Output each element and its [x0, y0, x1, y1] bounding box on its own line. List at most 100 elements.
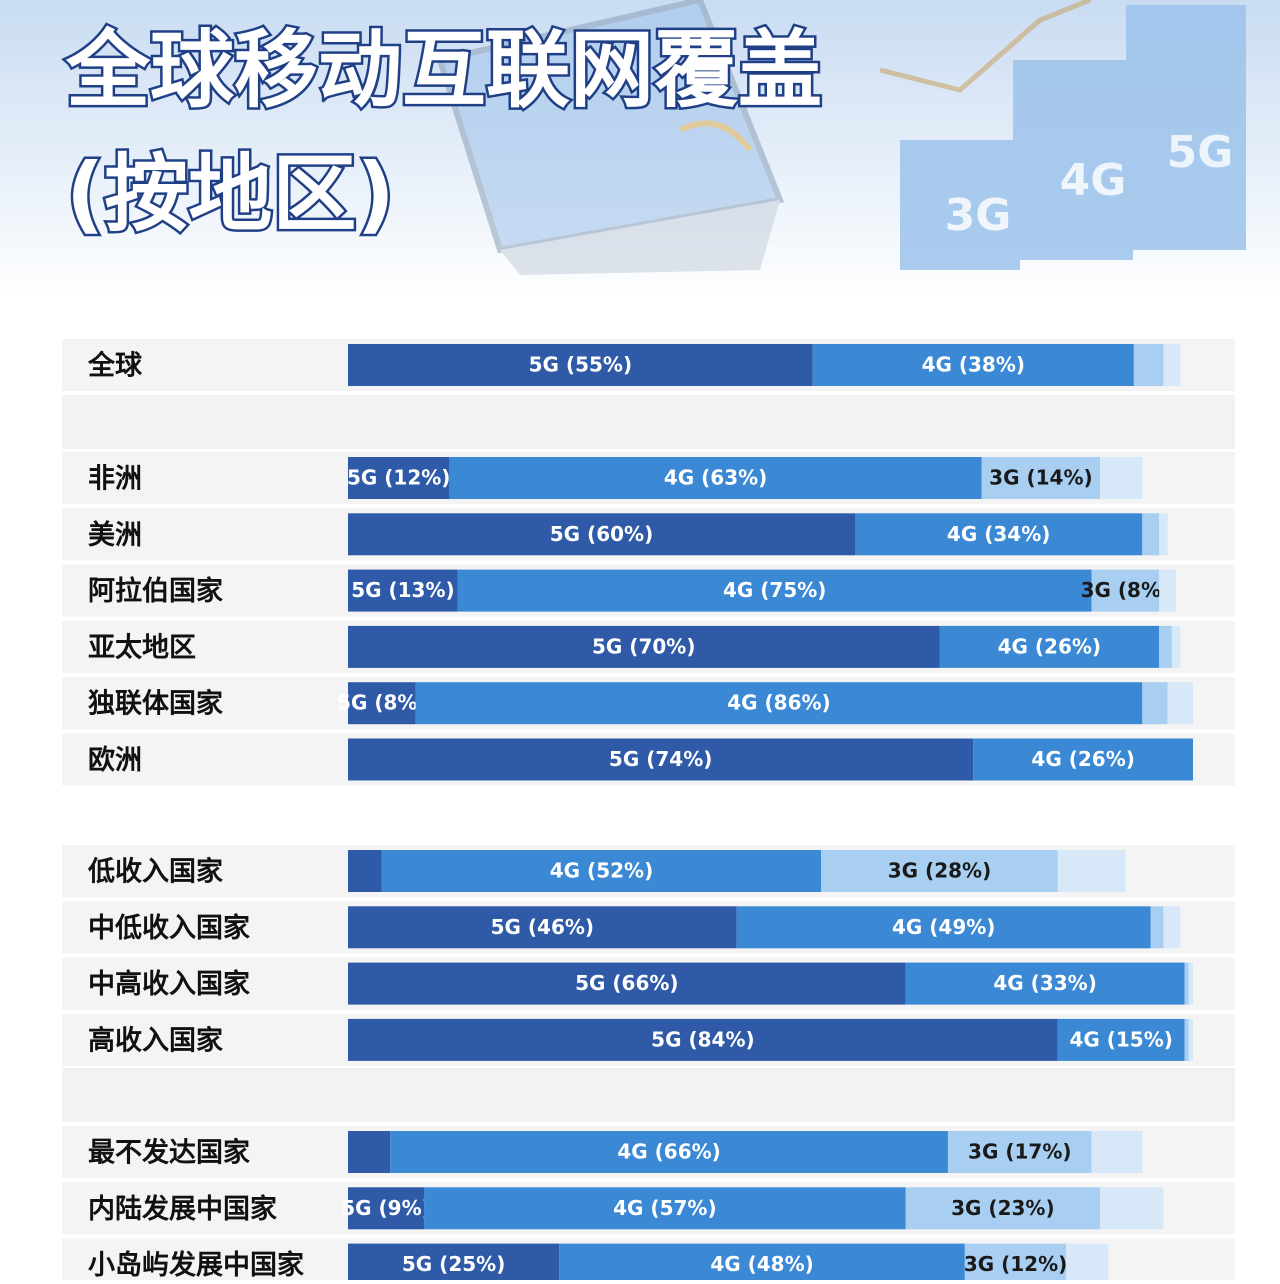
bar-segment — [415, 682, 1143, 725]
bar-segment — [449, 457, 982, 499]
bar-segment — [348, 850, 382, 892]
value-label: 4G (34%) — [947, 522, 1050, 546]
bar-segment — [1100, 457, 1143, 499]
bar-segment — [1159, 569, 1177, 612]
bar-segment — [348, 457, 450, 499]
bar-segment — [1100, 1187, 1164, 1230]
bar-segment — [348, 906, 737, 949]
bar-segment — [1171, 625, 1181, 668]
bar-segment — [348, 625, 940, 668]
block — [900, 140, 1020, 270]
category-label: 中高收入国家 — [88, 968, 250, 1000]
value-label: 5G (55%) — [529, 353, 632, 377]
bar-segment — [947, 1131, 1092, 1173]
value-label: 5G (25%) — [402, 1252, 505, 1276]
bar-segment — [821, 850, 1058, 892]
bar-segment — [905, 1187, 1101, 1230]
bar-segment — [855, 513, 1143, 556]
bar-segment — [1142, 513, 1160, 556]
bar-segment — [964, 1243, 1067, 1284]
value-label: 4G (86%) — [727, 691, 830, 715]
value-label: 4G (66%) — [617, 1140, 720, 1164]
bar-segment — [981, 457, 1101, 499]
value-label: 5G (70%) — [592, 634, 695, 658]
value-label: 3G (17%) — [968, 1140, 1071, 1164]
category-label: 小岛屿发展中国家 — [88, 1249, 304, 1280]
value-label: 4G (49%) — [892, 915, 995, 939]
bar-segment — [1142, 682, 1168, 725]
bar-segment — [390, 1131, 948, 1173]
value-label: 4G (33%) — [993, 971, 1096, 995]
value-label: 3G (8%) — [1081, 578, 1171, 602]
value-label: 3G (28%) — [888, 859, 991, 883]
bar-segment — [348, 682, 416, 725]
bar-segment — [457, 569, 1092, 612]
category-label: 美洲 — [88, 519, 142, 551]
bar-segment — [348, 1018, 1058, 1061]
header-blocks: 3G 4G 5G — [900, 5, 1246, 270]
value-label: 4G (57%) — [613, 1196, 716, 1220]
bar-segment — [1188, 962, 1193, 1005]
category-label: 中低收入国家 — [88, 912, 250, 944]
value-label: 5G (9%) — [341, 1196, 431, 1220]
value-label: 4G (38%) — [922, 353, 1025, 377]
value-label: 4G (15%) — [1069, 1027, 1172, 1051]
bar-segment — [939, 625, 1160, 668]
bar-segment — [424, 1187, 906, 1230]
value-label: 5G (13%) — [351, 578, 454, 602]
value-label: 4G (26%) — [1031, 747, 1134, 771]
bar-segment — [1163, 344, 1181, 386]
value-label: 4G (48%) — [710, 1252, 813, 1276]
value-label: 5G (8%) — [337, 691, 427, 715]
bar-segment — [348, 1243, 560, 1284]
value-label: 3G (12%) — [964, 1252, 1067, 1276]
bar-segment — [1184, 962, 1189, 1005]
value-label: 5G (74%) — [609, 747, 712, 771]
value-label: 3G (14%) — [989, 466, 1092, 490]
bar-segment — [348, 344, 813, 386]
bar-segment — [1091, 569, 1160, 612]
laptop-illustration — [436, 0, 1091, 275]
bar-segment — [1159, 513, 1168, 556]
bar-segment — [1184, 1018, 1189, 1061]
bar-segment — [1150, 906, 1164, 949]
bar-segment — [348, 738, 974, 781]
category-label: 亚太地区 — [88, 632, 196, 663]
bar-segment — [348, 962, 906, 1005]
bar-segment — [1133, 344, 1164, 386]
bar-segment — [973, 738, 1193, 781]
bar-segment — [1057, 850, 1126, 892]
bar-segment — [1167, 682, 1193, 725]
value-label: 5G (84%) — [651, 1027, 754, 1051]
bar-segment — [1188, 1018, 1193, 1061]
bar-segment — [348, 1131, 391, 1173]
block-label: 3G — [945, 190, 1012, 241]
value-label: 5G (46%) — [491, 915, 594, 939]
separator — [62, 395, 1235, 449]
bar-segment — [736, 906, 1151, 949]
bar-segment — [905, 962, 1185, 1005]
bar-segment — [348, 1187, 425, 1230]
value-label: 4G (75%) — [723, 578, 826, 602]
category-label: 内陆发展中国家 — [88, 1193, 277, 1225]
category-label: 低收入国家 — [87, 856, 223, 888]
block-label: 4G — [1060, 155, 1127, 206]
block — [1013, 60, 1133, 260]
separator — [62, 1068, 1235, 1122]
block — [1126, 5, 1246, 250]
title: 全球移动互联网覆盖 — [65, 21, 822, 119]
bar-segment — [381, 850, 822, 892]
block-label: 5G — [1167, 127, 1234, 178]
value-label: 4G (63%) — [664, 466, 767, 490]
bar-segment — [1163, 906, 1181, 949]
value-label: 4G (52%) — [550, 859, 653, 883]
bar-segment — [559, 1243, 965, 1284]
category-label: 阿拉伯国家 — [88, 575, 223, 607]
value-label: 3G (23%) — [951, 1196, 1054, 1220]
bar-segment — [348, 569, 458, 612]
value-label: 5G (12%) — [347, 466, 450, 490]
category-label: 独联体国家 — [88, 688, 223, 720]
category-label: 高收入国家 — [88, 1024, 223, 1056]
category-label: 欧洲 — [88, 745, 142, 776]
bar-segment — [1091, 1131, 1143, 1173]
